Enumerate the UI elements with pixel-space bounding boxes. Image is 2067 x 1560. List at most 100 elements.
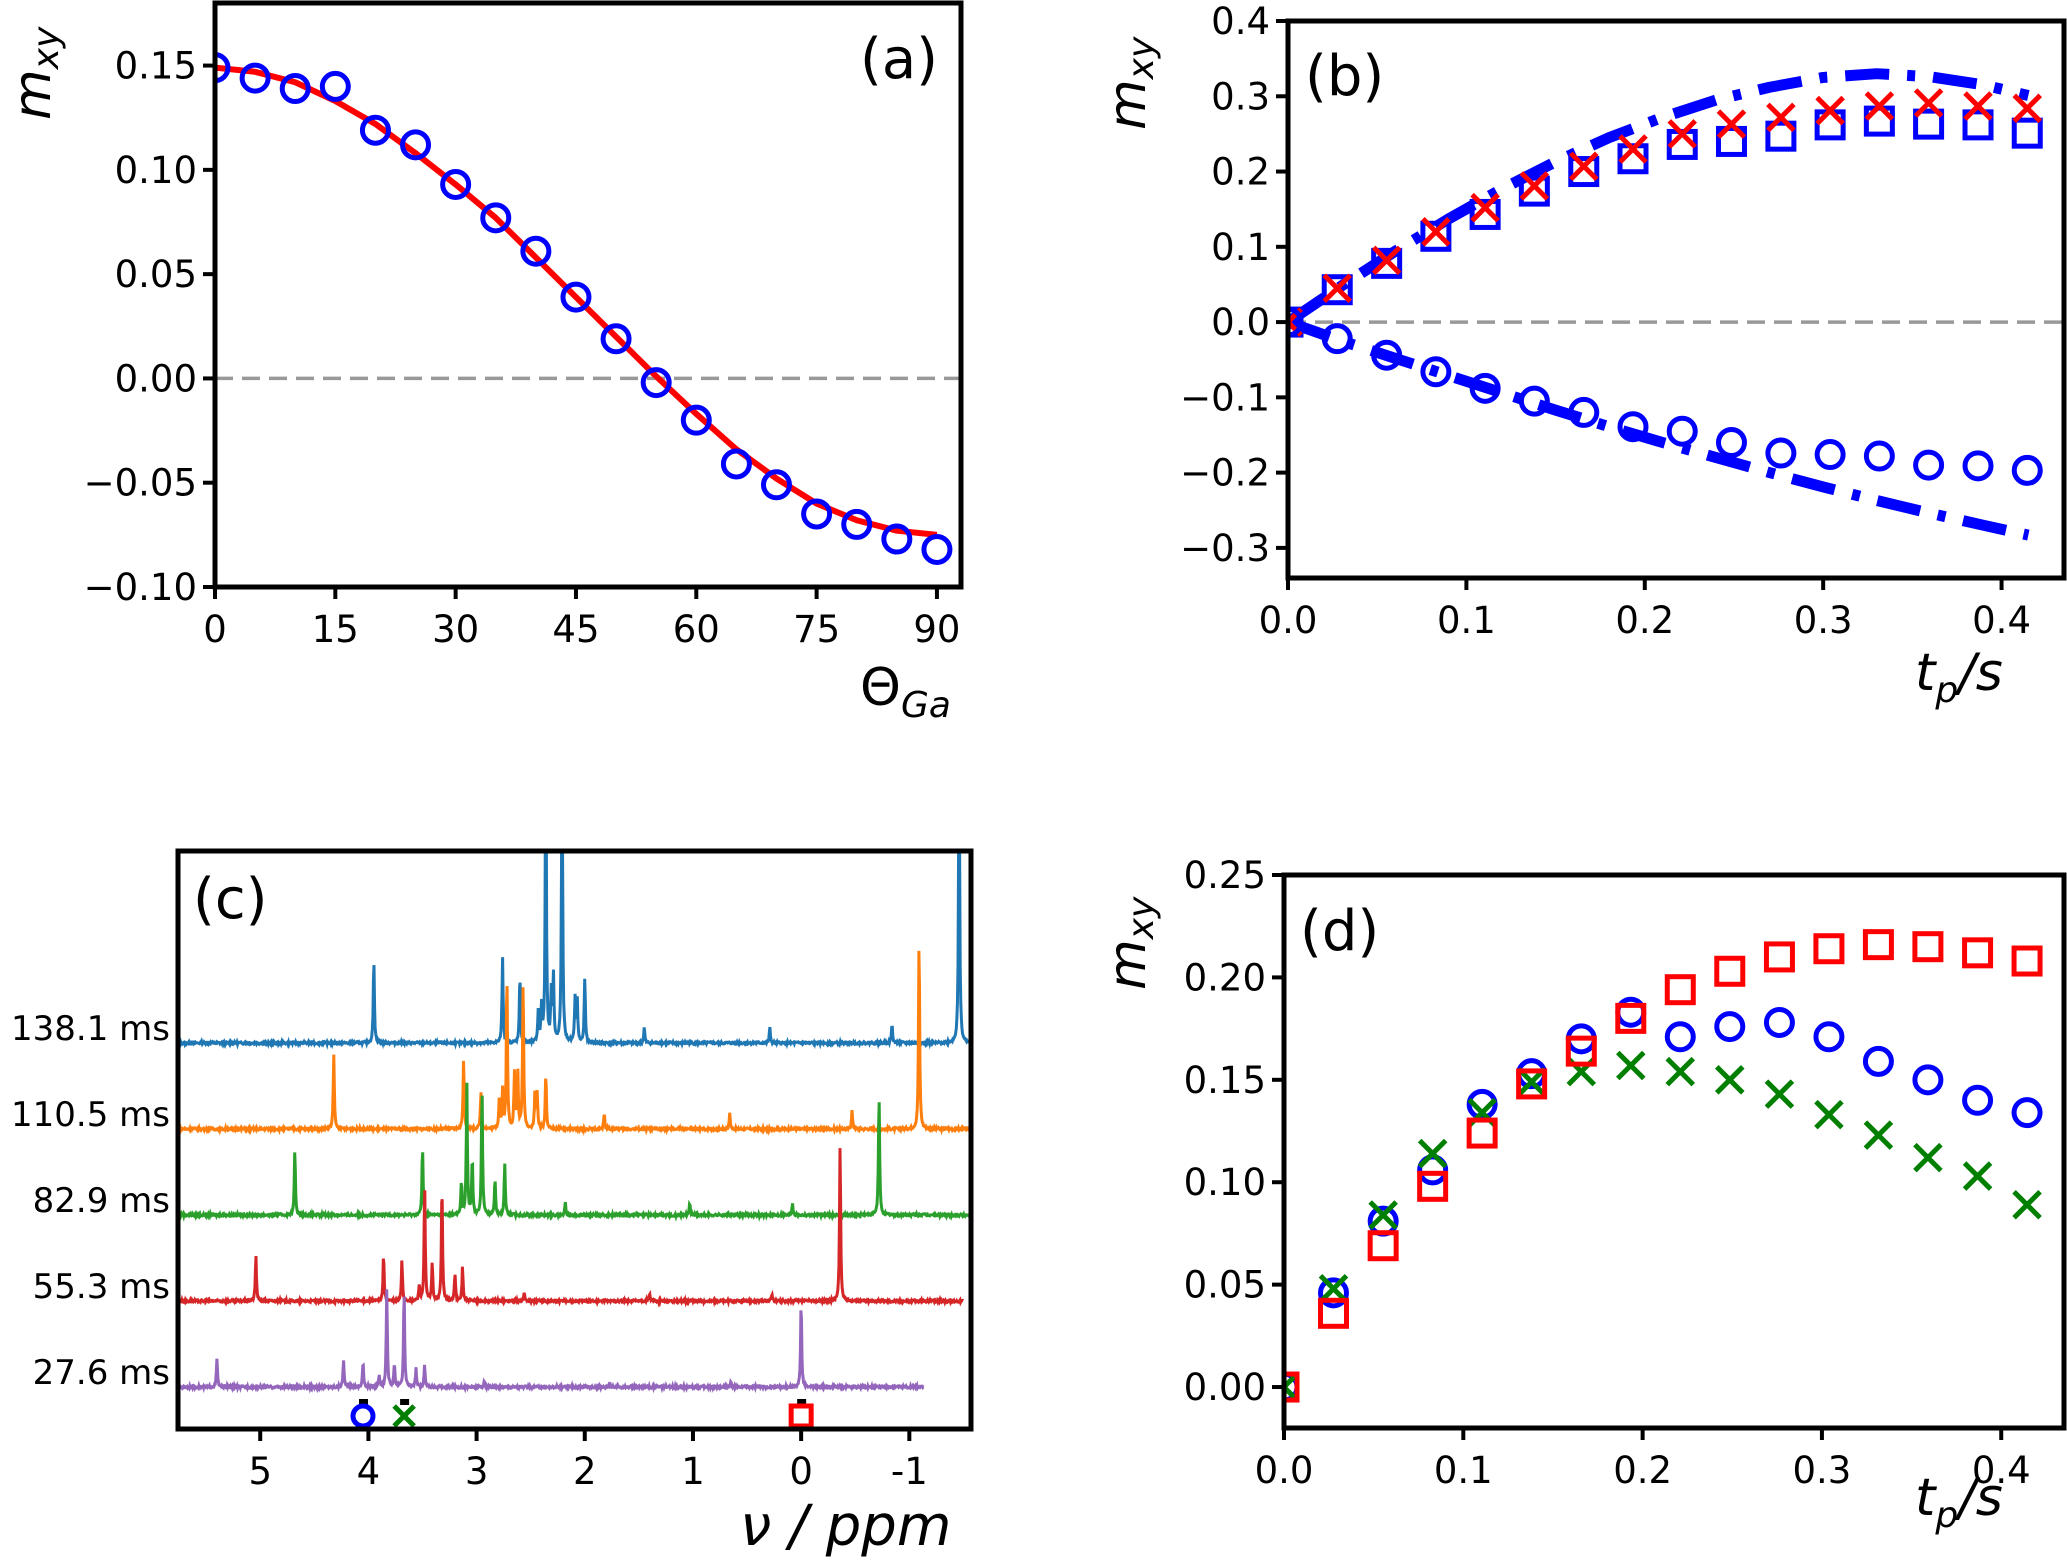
data-point-circle <box>1664 1021 1696 1053</box>
series-line-model-upper <box>1288 68 2030 327</box>
data-point-square <box>1962 109 1994 141</box>
data-point-circle <box>520 235 552 267</box>
data-point-x <box>1815 95 1845 126</box>
data-point-circle <box>1617 411 1649 443</box>
series-crosses <box>1288 88 2043 337</box>
y-tick-label: 0.2 <box>1211 151 1270 194</box>
ticks-b: 0.0 0.1 0.2 0.3 0.4 −0.3 −0.2 −0.1 0.0 0.1 0.2 0.3 0… <box>1180 0 2031 642</box>
data-point-square <box>1420 220 1452 252</box>
svg-text:mxy: mxy <box>1098 896 1162 990</box>
y-tick-label: 0.1 <box>1211 226 1270 269</box>
panel-a: 0 15 30 45 60 75 90−0.10−0.050.000.050.100.15 … <box>3 0 964 726</box>
data-point-circle <box>881 523 913 555</box>
x-tick-label: 0.3 <box>1793 1449 1852 1492</box>
x-tick-label: 15 <box>312 608 359 651</box>
data-point-x <box>1716 109 1747 139</box>
data-point-square <box>1615 1002 1647 1034</box>
data-point-x <box>1963 91 1993 121</box>
x-tick-label: 0.3 <box>1794 599 1853 642</box>
plot-area-d <box>1284 929 2043 1403</box>
y-tick-label: 0.25 <box>1184 854 1266 897</box>
data-point-circle <box>2011 1097 2043 1129</box>
series-circles <box>1288 306 2043 486</box>
y-tick-label: 0.05 <box>1184 1264 1266 1307</box>
data-point-circle <box>1912 1064 1944 1096</box>
data-point-circle <box>279 73 311 105</box>
x-tick-label: 30 <box>432 608 479 651</box>
x-tick-label: 0 <box>203 608 227 651</box>
data-point-x <box>1913 88 1944 118</box>
data-point-x <box>1667 119 1698 149</box>
x-tick-label: 5 <box>248 1450 272 1493</box>
data-point-x <box>1618 134 1648 164</box>
peak-tick-marker <box>797 1399 807 1405</box>
data-point-square <box>1367 1230 1399 1262</box>
data-point-x <box>1715 1065 1745 1095</box>
data-point-circle <box>1518 385 1550 417</box>
spectrum-trace <box>178 1082 971 1223</box>
x-tick-label: 60 <box>673 608 720 651</box>
data-point-circle <box>640 367 672 399</box>
data-point-circle <box>359 114 391 146</box>
data-point-square <box>1962 937 1994 969</box>
data-point-square <box>2011 117 2043 149</box>
trace-label: 138.1 ms <box>11 1009 170 1049</box>
data-point-circle <box>1420 356 1452 388</box>
data-point-circle <box>1288 306 1304 338</box>
axes-frame-b <box>1285 18 2067 581</box>
data-point-circle <box>1321 323 1353 355</box>
data-point-square <box>1715 125 1747 157</box>
x-tick-label: 0.4 <box>1972 599 2031 642</box>
data-point-square <box>1664 974 1696 1006</box>
x-tick-label: 0.4 <box>1972 1449 2031 1492</box>
y-axis-label-a: mxy <box>3 26 67 120</box>
data-point-x <box>1470 192 1500 223</box>
data-point-circle <box>680 404 712 436</box>
x-axis-label-b: tp/s <box>1915 643 2003 711</box>
panel-label-d: (d) <box>1300 899 1379 964</box>
data-point-circle <box>1962 1084 1994 1116</box>
y-tick-label: 0.15 <box>1184 1059 1266 1102</box>
data-point-x <box>1864 91 1895 121</box>
x-tick-label: 0.0 <box>1259 599 1318 642</box>
data-point-circle <box>480 202 512 234</box>
x-axis-label-d: tp/s <box>1915 1468 2003 1536</box>
data-point-square <box>1862 929 1894 961</box>
data-point-x <box>1616 1050 1646 1081</box>
spectrum-trace <box>178 851 971 1050</box>
data-point-square <box>788 1403 814 1429</box>
plot-area-c <box>178 851 971 1429</box>
data-point-circle <box>1715 427 1747 459</box>
data-point-square <box>1765 120 1797 152</box>
plot-area-a <box>215 52 961 565</box>
data-point-x <box>392 1404 416 1428</box>
y-tick-label: −0.10 <box>84 566 197 609</box>
data-point-x <box>2012 93 2043 124</box>
y-tick-label: 0.15 <box>115 45 197 88</box>
data-point-square <box>1814 109 1846 141</box>
x-axis-label-c: ν / ppm <box>740 1494 951 1559</box>
data-point-x <box>1962 1161 1993 1191</box>
data-point-x <box>1284 1372 1299 1402</box>
peak-tick-marker <box>358 1399 368 1405</box>
svg-text:mxy: mxy <box>3 26 67 120</box>
data-point-circle <box>1962 450 1994 482</box>
data-point-circle <box>1862 1045 1894 1077</box>
data-point-circle <box>600 323 632 355</box>
data-point-circle <box>350 1403 376 1429</box>
data-point-x <box>1764 1079 1795 1109</box>
data-point-square <box>1568 156 1600 188</box>
data-point-circle <box>1317 1277 1349 1309</box>
x-tick-label: 1 <box>681 1450 705 1493</box>
data-point-square <box>1714 955 1746 987</box>
data-point-square <box>1317 1297 1349 1329</box>
data-point-x <box>1368 1200 1398 1230</box>
data-point-circle <box>720 448 752 480</box>
panel-label-a: (a) <box>860 27 938 92</box>
data-point-x <box>1417 1138 1448 1169</box>
y-tick-label: 0.0 <box>1211 301 1270 344</box>
spectrum-trace <box>178 1148 964 1308</box>
series-circles <box>1284 996 2043 1403</box>
y-tick-label: 0.00 <box>1184 1366 1266 1409</box>
data-point-square <box>1813 933 1845 965</box>
